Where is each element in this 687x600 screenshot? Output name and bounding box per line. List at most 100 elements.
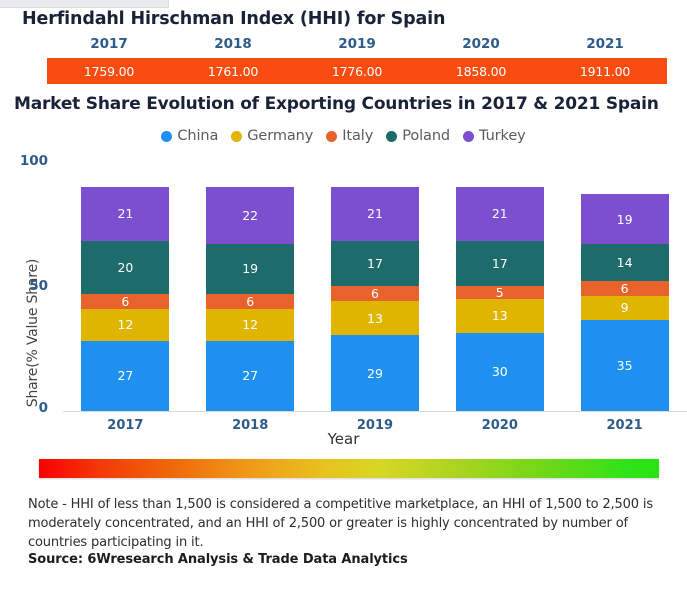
stacked-bar[interactable]: 35 9 6 14 19 (580, 194, 669, 411)
stacked-bar[interactable]: 27 12 6 19 22 (206, 186, 295, 411)
legend-item-china[interactable]: China (161, 128, 218, 144)
bar-segment-value: 19 (616, 211, 633, 227)
legend-label: Poland (402, 128, 451, 144)
bar-segment-poland[interactable]: 19 (206, 243, 295, 294)
bar-segment-poland[interactable]: 14 (580, 243, 669, 281)
bar-segment-germany[interactable]: 12 (81, 309, 170, 341)
x-axis-tick-2017: 2017 (107, 418, 144, 433)
bar-segment-turkey[interactable]: 21 (330, 186, 419, 242)
bar-group-2019: 29 13 6 17 21 2019 (313, 150, 438, 433)
hhi-year-label: 2021 (586, 36, 624, 52)
hhi-value-cell: 1911.00 (579, 63, 631, 79)
bar-segment-italy[interactable]: 6 (580, 280, 669, 297)
bar-segment-value: 6 (246, 293, 255, 309)
x-axis-tick-2020: 2020 (481, 418, 518, 433)
hhi-value-cell: 1776.00 (331, 63, 383, 79)
bar-segment-value: 17 (491, 256, 508, 272)
bar-segment-turkey[interactable]: 22 (206, 186, 295, 244)
bar-segment-italy[interactable]: 6 (81, 293, 170, 310)
bar-segment-value: 20 (117, 259, 134, 275)
x-axis-tick-2021: 2021 (606, 418, 643, 433)
legend-label: Italy (342, 128, 374, 144)
hhi-year-label: 2020 (462, 36, 500, 52)
hhi-panel-title: Herfindahl Hirschman Index (HHI) for Spa… (22, 9, 446, 29)
bar-segment-germany[interactable]: 9 (580, 296, 669, 320)
bar-segment-poland[interactable]: 20 (81, 241, 170, 294)
legend-swatch-icon (386, 130, 398, 142)
bar-segment-value: 12 (242, 317, 259, 333)
bar-segment-value: 27 (242, 368, 259, 384)
bar-segment-value: 9 (620, 300, 629, 316)
bar-segment-value: 6 (371, 286, 379, 302)
legend-label: China (177, 128, 219, 144)
bar-segment-china[interactable]: 35 (580, 319, 669, 411)
bar-segment-turkey[interactable]: 21 (81, 186, 170, 242)
legend-label: Turkey (479, 128, 526, 144)
hhi-year-header-row: 2017 2018 2019 2020 2021 (47, 36, 667, 54)
chart-plot-area: Share(% Value Share) 100 50 0 27 12 6 20 21 2… (0, 150, 687, 450)
bar-segment-germany[interactable]: 13 (330, 301, 419, 336)
chart-legend: China Germany Italy Poland Turkey (0, 128, 687, 144)
top-left-artifact (0, 0, 169, 8)
bar-group-2018: 27 12 6 19 22 2018 (188, 150, 313, 433)
bar-segment-value: 21 (367, 206, 383, 222)
legend-item-turkey[interactable]: Turkey (463, 128, 526, 144)
bar-segment-value: 17 (367, 256, 383, 272)
footer-source: Source: 6Wresearch Analysis & Trade Data… (28, 552, 408, 567)
bar-segment-turkey[interactable]: 21 (455, 186, 544, 242)
bar-segment-value: 13 (367, 310, 383, 326)
bar-segment-value: 21 (491, 206, 508, 222)
bar-segment-germany[interactable]: 12 (206, 309, 295, 341)
bar-segment-turkey[interactable]: 19 (580, 194, 669, 244)
stacked-bar[interactable]: 30 13 5 17 21 (455, 186, 544, 411)
bar-segment-germany[interactable]: 13 (455, 298, 544, 333)
bar-segment-value: 19 (242, 261, 259, 277)
bar-segment-value: 29 (367, 365, 383, 381)
bar-segment-china[interactable]: 30 (455, 332, 544, 411)
legend-label: Germany (247, 128, 314, 144)
bar-group-2020: 30 13 5 17 21 2020 (437, 150, 562, 433)
legend-item-poland[interactable]: Poland (386, 128, 450, 144)
legend-swatch-icon (463, 130, 475, 142)
bar-segment-china[interactable]: 27 (206, 340, 295, 411)
bar-segment-value: 22 (242, 207, 259, 223)
bar-segment-value: 30 (491, 364, 508, 380)
x-axis-line (63, 411, 687, 412)
stacked-bar[interactable]: 27 12 6 20 21 (81, 186, 170, 411)
legend-swatch-icon (326, 130, 338, 142)
y-axis-tick-0: 0 (38, 400, 48, 416)
bar-segment-value: 13 (491, 308, 508, 324)
legend-item-germany[interactable]: Germany (231, 128, 313, 144)
chart-title: Market Share Evolution of Exporting Coun… (14, 94, 659, 114)
hhi-value-row: 1759.00 1761.00 1776.00 1858.00 1911.00 (47, 58, 667, 84)
bar-segment-poland[interactable]: 17 (330, 241, 419, 286)
y-axis-tick-50: 50 (29, 278, 48, 294)
bar-group-2021: 35 9 6 14 19 2021 (562, 150, 687, 433)
x-axis-title: Year (327, 430, 360, 448)
legend-item-italy[interactable]: Italy (326, 128, 373, 144)
hhi-year-label: 2018 (214, 36, 252, 52)
x-axis-tick-2019: 2019 (356, 418, 394, 433)
hhi-value-cell: 1858.00 (455, 63, 507, 79)
legend-swatch-icon (231, 130, 243, 142)
hhi-value-cell: 1761.00 (207, 63, 259, 79)
bar-segment-italy[interactable]: 5 (455, 285, 544, 299)
bar-segment-china[interactable]: 27 (81, 340, 170, 411)
bar-segment-poland[interactable]: 17 (455, 241, 544, 286)
hhi-value-cell: 1759.00 (83, 63, 135, 79)
bar-groups: 27 12 6 20 21 2017 27 12 6 19 22 2018 29 13 6 17 21 2019 3… (63, 150, 687, 433)
footer-note: Note - HHI of less than 1,500 is conside… (28, 497, 653, 550)
bar-segment-value: 6 (121, 293, 130, 309)
bar-segment-italy[interactable]: 6 (206, 293, 295, 310)
bar-segment-value: 5 (495, 285, 504, 299)
x-axis-tick-2018: 2018 (232, 418, 269, 433)
concentration-gradient-bar (39, 459, 659, 478)
bar-segment-value: 21 (117, 206, 134, 222)
hhi-year-label: 2019 (338, 36, 376, 52)
bar-segment-italy[interactable]: 6 (330, 285, 419, 302)
bar-segment-china[interactable]: 29 (330, 335, 419, 411)
stacked-bar[interactable]: 29 13 6 17 21 (330, 186, 419, 411)
bar-segment-value: 27 (117, 368, 134, 384)
bar-segment-value: 12 (117, 317, 134, 333)
bar-group-2017: 27 12 6 20 21 2017 (63, 150, 188, 433)
